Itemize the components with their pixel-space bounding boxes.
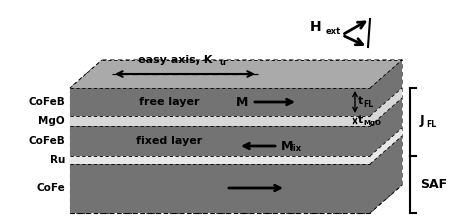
Text: MgO: MgO <box>363 120 381 126</box>
Polygon shape <box>370 60 402 116</box>
Text: ext: ext <box>326 28 341 36</box>
Text: t: t <box>358 115 363 125</box>
Text: CoFeB: CoFeB <box>28 97 65 107</box>
Text: H: H <box>310 20 322 34</box>
Bar <box>70 164 370 213</box>
Text: FL: FL <box>426 119 436 129</box>
Text: free layer: free layer <box>139 97 199 107</box>
Bar <box>70 156 370 164</box>
Text: J: J <box>420 113 425 127</box>
Text: MgO: MgO <box>38 116 65 126</box>
Polygon shape <box>70 60 402 88</box>
Polygon shape <box>370 128 402 164</box>
Text: M: M <box>236 95 248 109</box>
Text: easy axis, K: easy axis, K <box>138 55 212 65</box>
Polygon shape <box>370 88 402 126</box>
Text: fixed layer: fixed layer <box>136 136 202 146</box>
Text: fix: fix <box>290 143 302 153</box>
Text: Ru: Ru <box>50 155 65 165</box>
Text: t: t <box>358 96 363 106</box>
Text: FL: FL <box>363 99 373 109</box>
Text: SAF: SAF <box>420 178 447 191</box>
Bar <box>70 126 370 156</box>
Text: CoFeB: CoFeB <box>28 136 65 146</box>
Bar <box>70 88 370 116</box>
Text: M: M <box>281 139 293 153</box>
Polygon shape <box>370 136 402 213</box>
Text: u: u <box>219 58 225 67</box>
Polygon shape <box>370 98 402 156</box>
Text: CoFe: CoFe <box>36 183 65 193</box>
Bar <box>70 116 370 126</box>
